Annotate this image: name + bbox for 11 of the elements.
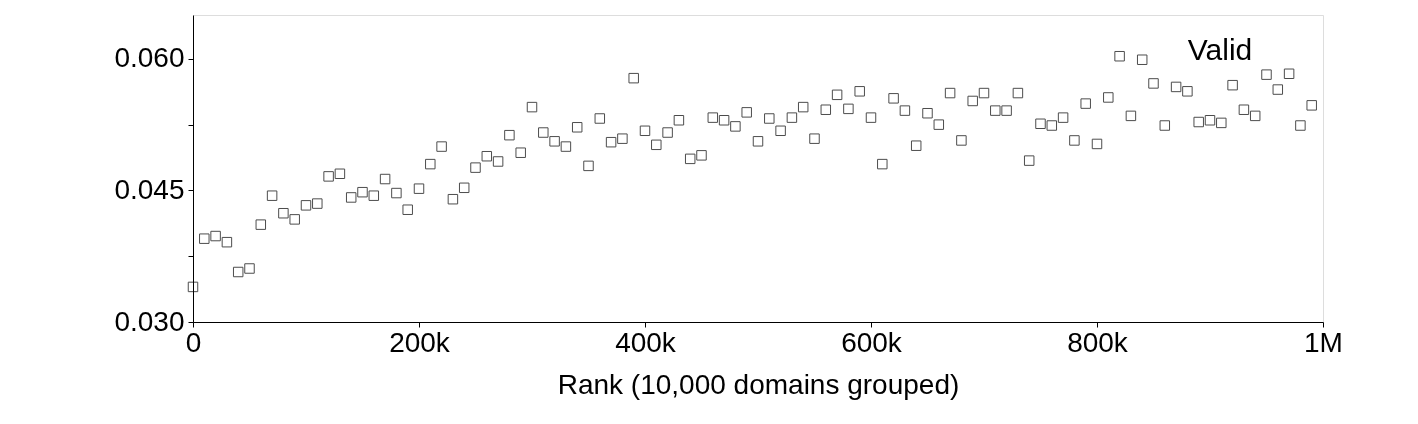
series-label: Valid — [1187, 33, 1253, 66]
y-tick-label: 0.060 — [114, 42, 185, 74]
x-tick-label: 800k — [1067, 326, 1129, 358]
y-tick-label: 0.045 — [114, 173, 185, 205]
y-tick-label: 0.030 — [114, 305, 185, 337]
x-tick-label: 600k — [841, 326, 903, 358]
x-tick-label: 1M — [1304, 326, 1343, 358]
x-tick-label: 0 — [185, 326, 202, 358]
x-axis-title: Rank (10,000 domains grouped) — [557, 368, 960, 400]
x-tick-label: 200k — [389, 326, 451, 358]
x-tick-label: 400k — [615, 326, 677, 358]
